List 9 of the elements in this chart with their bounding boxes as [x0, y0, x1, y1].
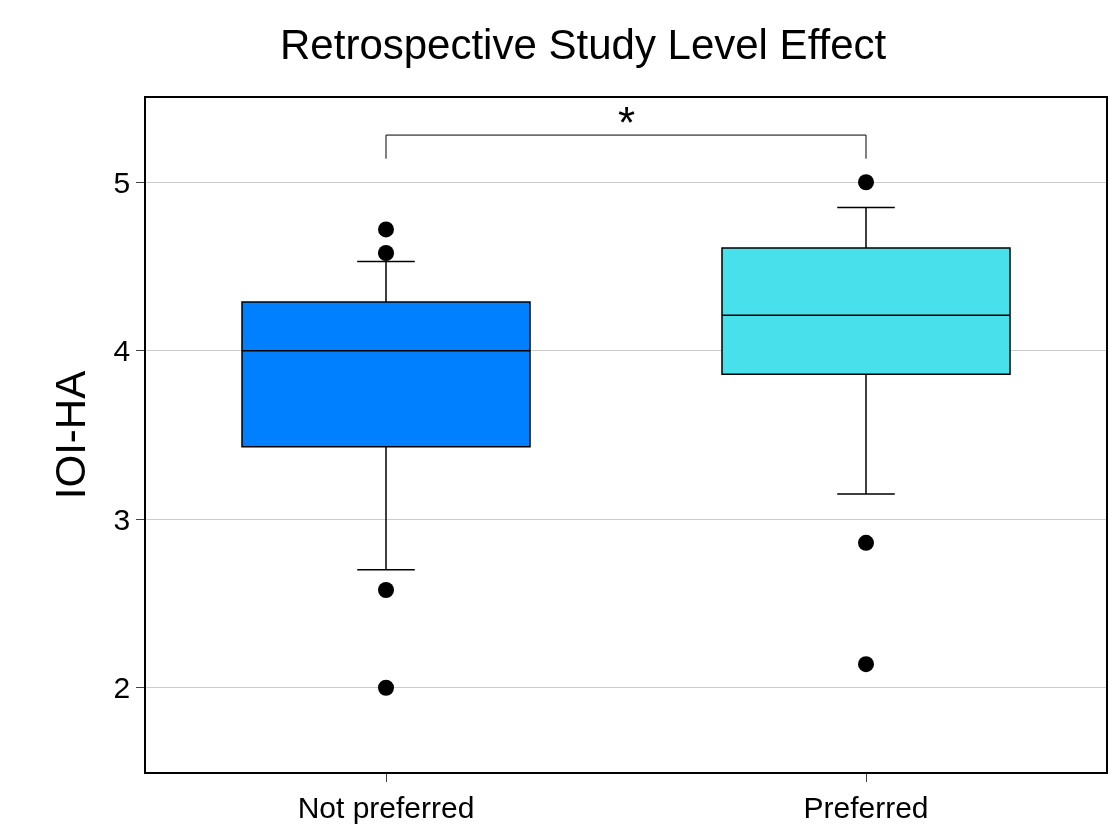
chart-title: Retrospective Study Level Effect	[280, 20, 887, 68]
y-tick-label: 2	[113, 671, 131, 705]
x-tick-label: Preferred	[803, 790, 929, 824]
y-tick-label: 4	[113, 334, 131, 368]
x-tick-label: Not preferred	[297, 790, 475, 824]
annotation: *	[618, 98, 636, 147]
y-axis-title: IOI-HA	[46, 370, 94, 500]
y-tick-label: 5	[113, 165, 131, 199]
y-tick-label: 3	[113, 502, 131, 536]
